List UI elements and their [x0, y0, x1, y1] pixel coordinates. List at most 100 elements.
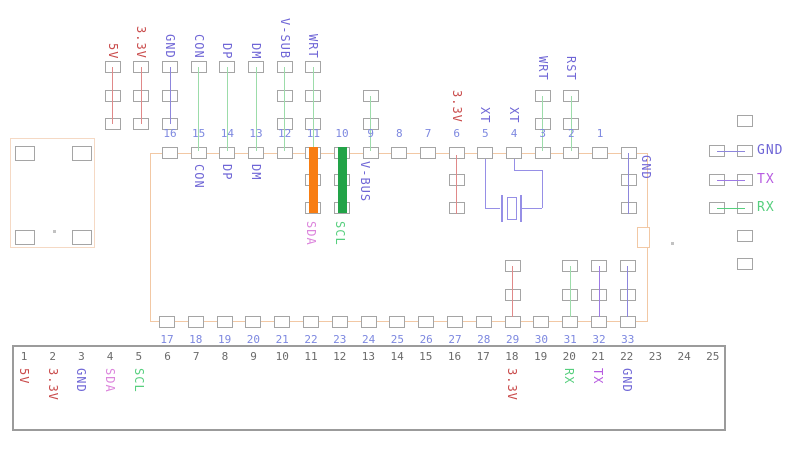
signal-label: DP [220, 42, 235, 60]
scl-highlight-bar[interactable] [337, 147, 347, 213]
right-header-pad[interactable] [737, 230, 753, 242]
signal-label: 5V [17, 368, 31, 385]
board-pin-20[interactable] [245, 316, 262, 328]
pin-number: 14 [220, 127, 234, 140]
board-pin-32[interactable] [591, 316, 607, 328]
signal-label: SCL [131, 368, 146, 393]
strip-pin-number: 16 [447, 350, 462, 363]
usb-connector-outline[interactable] [10, 138, 95, 248]
board-pin-31[interactable] [562, 316, 579, 328]
pin-number: 5 [482, 127, 489, 140]
strip-pin-number: 13 [361, 350, 376, 363]
crystal-wire [541, 170, 543, 208]
pin-number: 23 [333, 333, 347, 346]
signal-label: GND [74, 368, 89, 393]
board-pin-30[interactable] [533, 316, 550, 328]
strip-pin-number: 1 [20, 350, 28, 363]
board-pin-22[interactable] [303, 316, 319, 328]
crystal-plate [519, 195, 522, 222]
pin-number: 26 [419, 333, 433, 346]
right-header-pad[interactable] [737, 258, 753, 270]
pin-number: 33 [621, 333, 635, 346]
pin-number: 4 [510, 127, 518, 140]
board-pin-8[interactable] [391, 147, 408, 159]
signal-label: 3.3V [504, 368, 519, 401]
signal-label: 3.3V [134, 26, 149, 60]
board-pin-25[interactable] [389, 316, 406, 328]
usb-pad[interactable] [15, 229, 35, 245]
signal-label: CON [191, 34, 206, 60]
strip-pin-number: 12 [333, 350, 347, 363]
crystal-wire [485, 207, 500, 209]
crystal-plate [500, 195, 503, 222]
crystal-wire [484, 159, 486, 208]
strip-pin-number: 7 [192, 350, 200, 363]
board-pin-33[interactable] [619, 316, 636, 328]
board-pin-7[interactable] [420, 147, 436, 159]
edge-component[interactable] [637, 227, 650, 248]
crystal-wire [521, 207, 542, 209]
board-pin-21[interactable] [274, 316, 291, 328]
wire [312, 67, 314, 151]
board-pin-4[interactable] [506, 147, 522, 159]
crystal-wire [513, 159, 515, 170]
pin-number: 21 [275, 333, 289, 346]
pin-number: 11 [306, 127, 320, 140]
strip-pin-number: 3 [78, 350, 85, 363]
board-pin-26[interactable] [418, 316, 435, 328]
board-pin-5[interactable] [477, 147, 494, 159]
signal-label: WRT [306, 34, 321, 60]
board-pin-27[interactable] [447, 316, 463, 328]
pin-number: 31 [563, 333, 577, 346]
pin-number: 8 [396, 127, 403, 140]
signal-label: SDA [304, 221, 318, 246]
board-pin-17[interactable] [159, 316, 175, 328]
pin-number: 28 [477, 333, 491, 346]
board-pin-28[interactable] [475, 316, 492, 328]
pin-number: 20 [246, 333, 261, 346]
signal-label: GND [639, 155, 653, 180]
signal-label: TX [757, 172, 775, 187]
wire [198, 67, 200, 151]
pin-number: 29 [505, 333, 520, 346]
strip-pin-number: 9 [250, 350, 257, 363]
board-pin-29[interactable] [504, 316, 521, 328]
pin-number: 18 [189, 333, 203, 346]
signal-label: 5V [105, 42, 120, 60]
signal-label: RX [757, 200, 775, 215]
strip-pin-number: 23 [648, 350, 663, 363]
pin-number: 7 [424, 127, 432, 140]
signal-label: GND [163, 34, 177, 60]
board-pin-23[interactable] [331, 316, 348, 328]
usb-pad[interactable] [72, 145, 92, 161]
wire [598, 265, 600, 317]
strip-pin-number: 24 [677, 350, 691, 363]
wire [370, 95, 372, 151]
signal-label: 3.3V [449, 90, 464, 124]
board-pin-18[interactable] [187, 316, 204, 328]
signal-label: DM [249, 42, 263, 60]
sda-highlight-bar[interactable] [308, 147, 318, 213]
pin-number: 17 [160, 333, 174, 346]
usb-pad[interactable] [72, 229, 92, 245]
board-pin-24[interactable] [360, 316, 377, 328]
strip-pin-number: 6 [164, 350, 171, 363]
usb-pad[interactable] [15, 145, 35, 161]
wire [112, 67, 114, 124]
board-pin-19[interactable] [216, 316, 233, 328]
bottom-strip-outline[interactable] [12, 345, 726, 431]
pin-number: 19 [217, 333, 232, 346]
board-pin-16[interactable] [162, 147, 178, 159]
wire [512, 265, 514, 317]
pin-number: 22 [304, 333, 318, 346]
signal-label: DM [249, 164, 263, 181]
crystal-body[interactable] [506, 197, 517, 220]
pin-number: 13 [249, 127, 263, 140]
wire [628, 153, 630, 214]
right-header-pad[interactable] [737, 115, 753, 127]
signal-label: GND [757, 143, 784, 158]
board-pin-1[interactable] [592, 147, 608, 159]
signal-label: WRT [535, 56, 550, 82]
pin-number: 9 [367, 127, 374, 140]
